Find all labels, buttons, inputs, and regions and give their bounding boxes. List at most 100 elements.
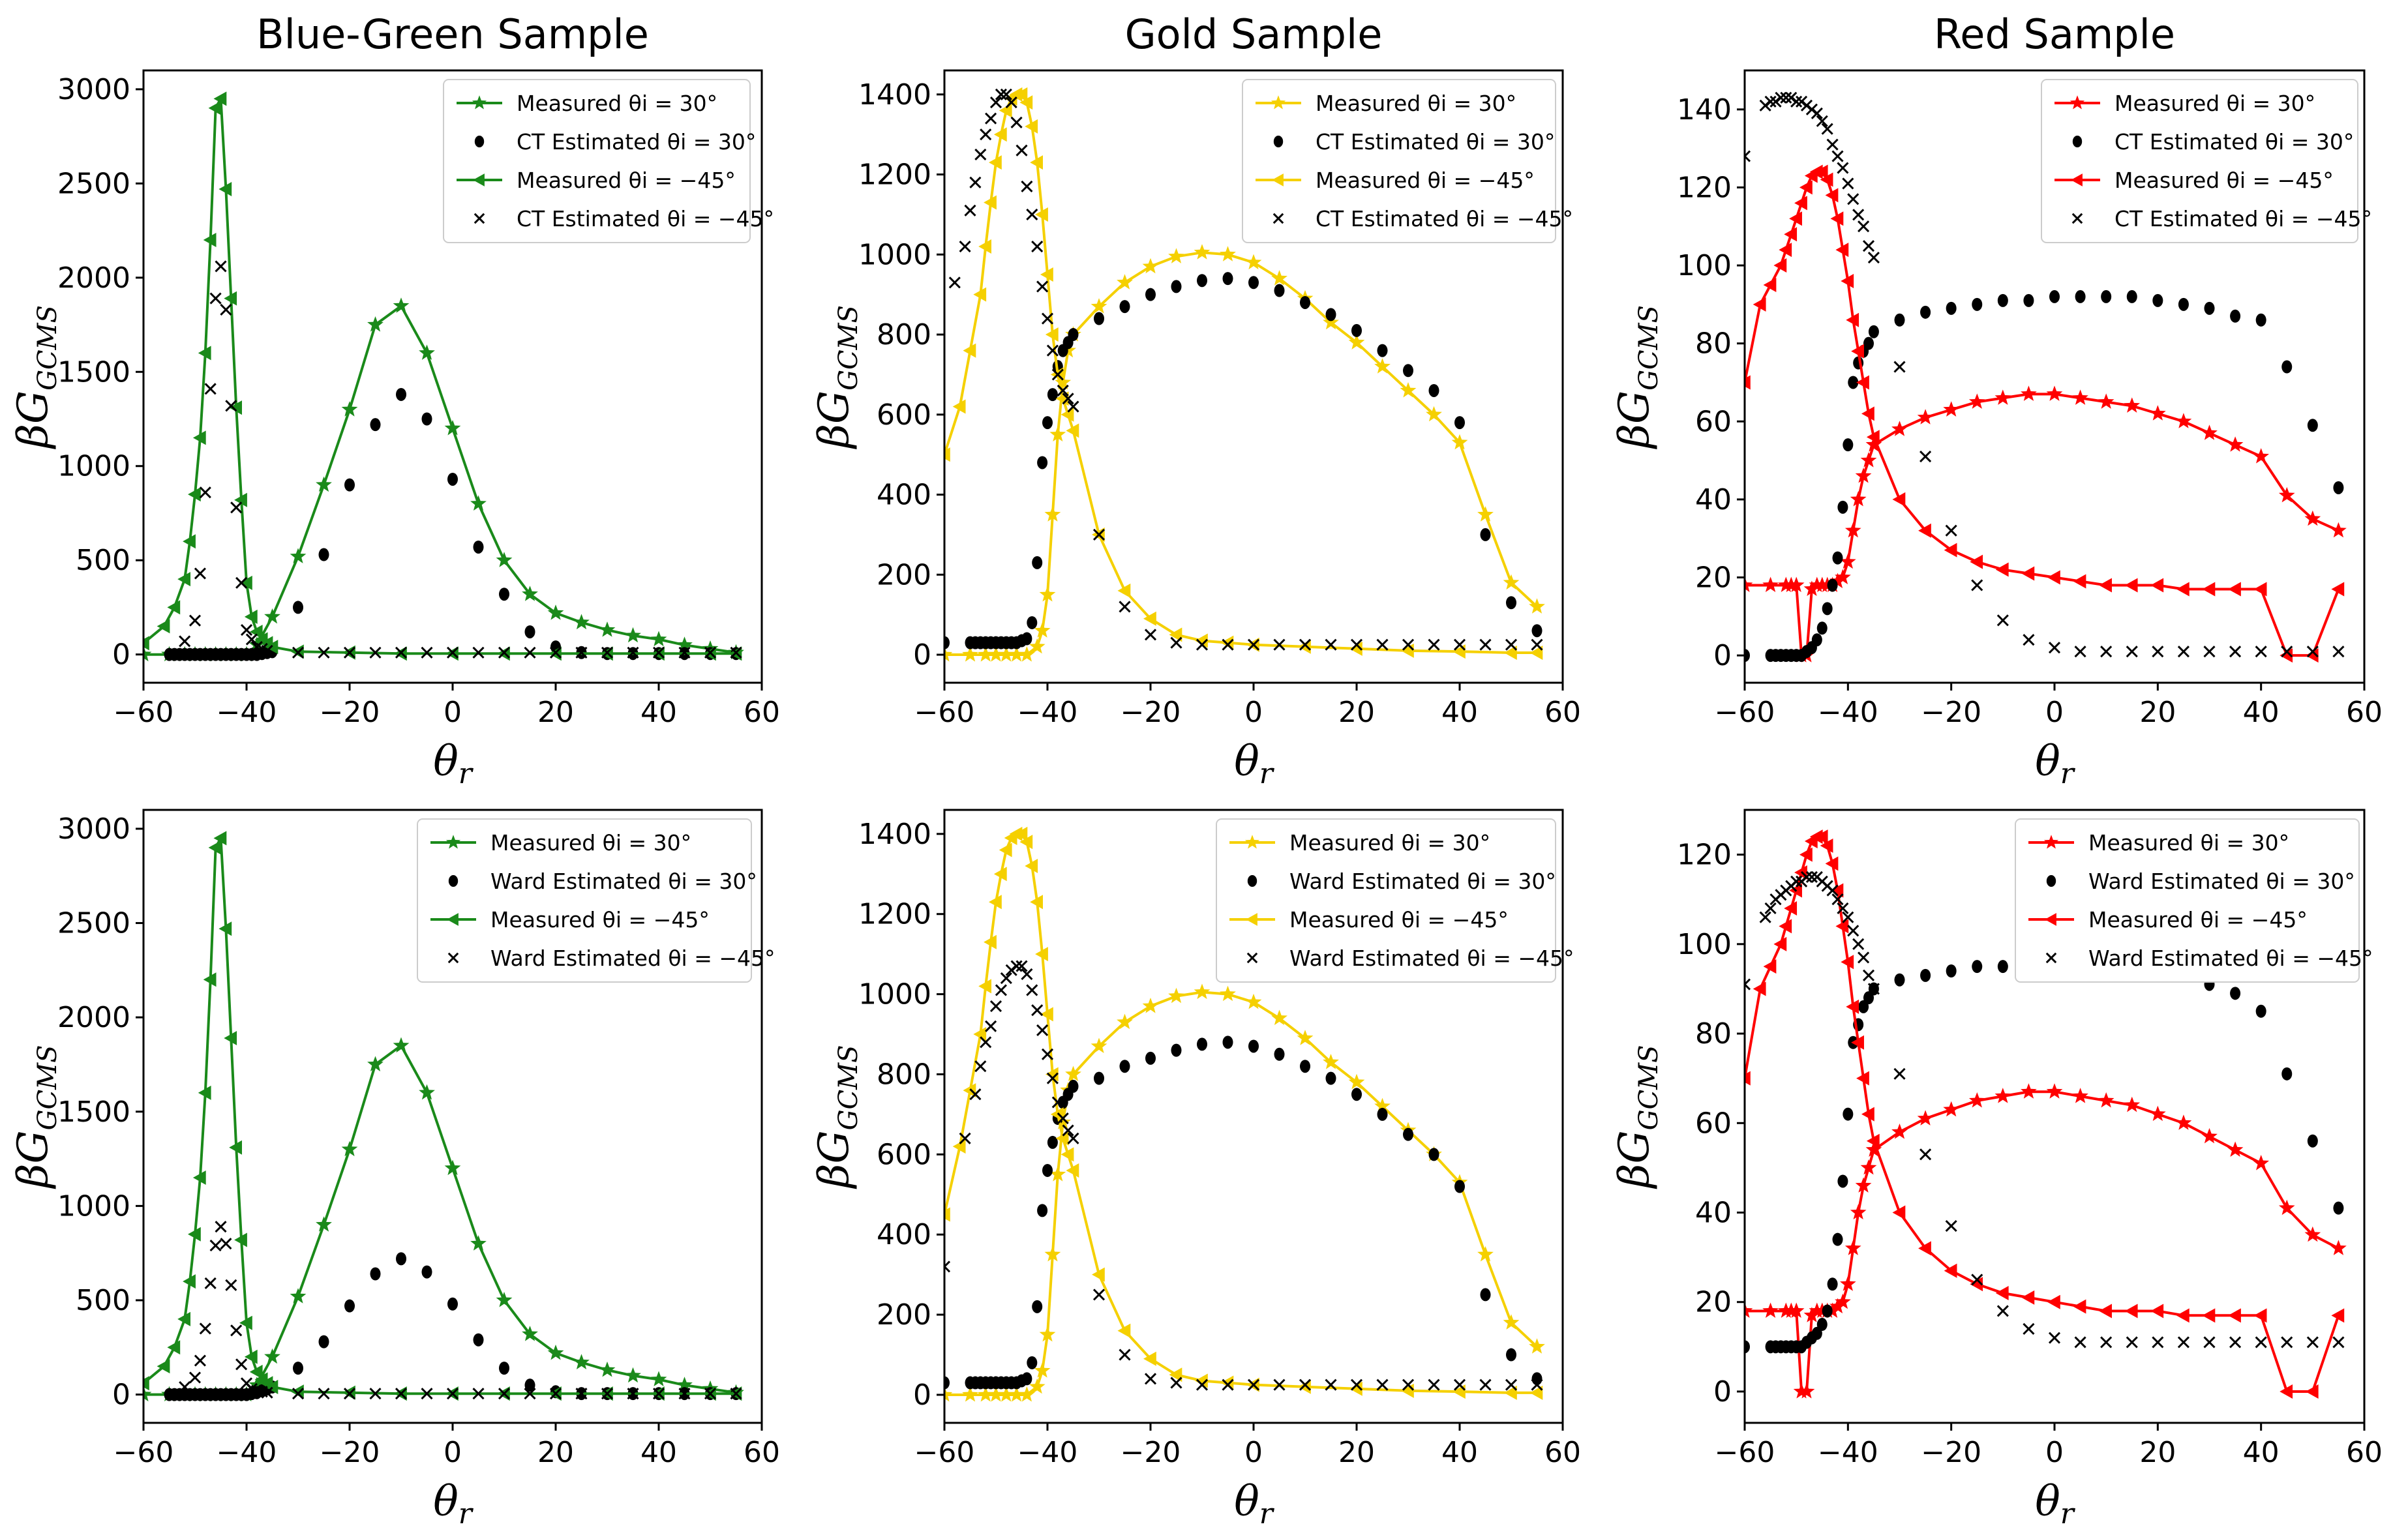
data-point	[344, 478, 355, 492]
data-point	[1246, 952, 1258, 964]
data-point	[472, 95, 487, 110]
data-point	[1062, 1124, 1074, 1137]
data-point	[2307, 419, 2318, 432]
data-point	[1842, 911, 1854, 923]
data-point	[995, 984, 1007, 996]
data-point	[245, 633, 258, 646]
data-point	[1996, 1305, 2009, 1317]
data-point	[472, 1388, 485, 1400]
data-point	[524, 625, 535, 638]
plot-frame	[1743, 69, 2366, 684]
data-point	[676, 1377, 693, 1392]
data-point	[261, 1386, 273, 1399]
data-point	[1822, 602, 1833, 616]
data-point	[474, 213, 485, 224]
data-point	[1846, 312, 1859, 327]
data-point	[2228, 582, 2241, 597]
data-point	[1272, 173, 1284, 186]
data-point	[1835, 1293, 1851, 1309]
data-point	[1196, 1379, 1209, 1391]
data-point	[1798, 1383, 1815, 1399]
data-point	[1046, 344, 1059, 357]
y-tick-label: 80	[1695, 327, 1732, 361]
data-point	[1837, 1174, 1848, 1188]
data-point	[1506, 596, 1516, 610]
data-point	[1092, 1267, 1105, 1282]
legend-label: Ward Estimated θi = 30°	[1289, 869, 1556, 894]
y-tick-label: 500	[76, 544, 130, 577]
legend-label: Measured θi = 30°	[490, 830, 691, 856]
data-point	[987, 646, 1004, 662]
y-tick-label: 1500	[57, 1095, 130, 1129]
series-1	[944, 244, 1545, 662]
data-point	[157, 1359, 170, 1374]
data-point	[2253, 448, 2269, 464]
series-4	[179, 260, 742, 659]
data-point	[1194, 244, 1211, 260]
data-point	[2175, 413, 2192, 428]
data-point	[2306, 1336, 2319, 1349]
data-point	[1454, 1180, 1465, 1193]
data-point	[1170, 1377, 1182, 1389]
data-point	[1061, 407, 1074, 422]
y-tick-label: 1000	[57, 1189, 130, 1223]
data-point	[2124, 397, 2141, 413]
data-point	[1067, 400, 1079, 413]
data-point	[1844, 1240, 1861, 1255]
data-point	[1529, 598, 1545, 614]
plot-area	[944, 87, 1545, 662]
legend-label: Measured θi = −45°	[517, 168, 736, 193]
data-point	[1061, 1147, 1074, 1162]
data-point	[1477, 506, 1494, 522]
data-point	[1850, 490, 1867, 507]
data-point	[1037, 456, 1048, 469]
data-point	[157, 619, 170, 634]
data-point	[1847, 925, 1859, 937]
data-point	[230, 1324, 243, 1337]
data-point	[1763, 277, 1777, 292]
y-tick-label: 1200	[858, 898, 931, 931]
data-point	[1821, 123, 1833, 135]
x-axis-label: θr	[433, 738, 474, 790]
y-tick-label: 400	[877, 1218, 931, 1251]
data-point	[448, 875, 459, 887]
data-point	[1799, 180, 1813, 195]
data-point	[293, 601, 303, 614]
data-point	[1042, 416, 1053, 430]
data-point	[1274, 1047, 1285, 1061]
series-line	[1745, 835, 2340, 1393]
data-point	[1029, 1378, 1046, 1394]
y-tick-label: 100	[1677, 249, 1732, 282]
data-point	[1917, 409, 1934, 425]
data-point	[1067, 1132, 1079, 1144]
data-point	[974, 148, 987, 160]
y-tick-label: 200	[877, 558, 931, 591]
data-point	[316, 1216, 332, 1232]
y-tick-label: 400	[877, 479, 931, 512]
data-point	[1826, 884, 1839, 897]
data-point	[447, 472, 458, 486]
data-point	[1829, 573, 1846, 588]
data-point	[1046, 1072, 1059, 1084]
data-point	[2069, 95, 2085, 110]
data-point	[1032, 1300, 1043, 1313]
data-point	[1837, 902, 1849, 915]
y-tick-label: 1000	[57, 450, 130, 483]
data-point	[1222, 638, 1234, 651]
data-point	[1816, 621, 1828, 635]
data-point	[1779, 919, 1792, 934]
data-point	[2305, 1384, 2319, 1399]
y-tick-label: 2000	[57, 261, 130, 295]
data-point	[989, 895, 1002, 910]
data-point	[1142, 258, 1159, 274]
legend: Measured θi = 30° Ward Estimated θi = 30°…	[417, 818, 775, 983]
data-point	[1008, 646, 1025, 662]
data-point	[1000, 88, 1012, 100]
data-point	[199, 1322, 211, 1335]
data-point	[370, 1267, 381, 1281]
data-point	[1171, 280, 1182, 293]
data-point	[2099, 1304, 2112, 1319]
data-point	[952, 1139, 966, 1154]
data-point	[2203, 1336, 2216, 1349]
